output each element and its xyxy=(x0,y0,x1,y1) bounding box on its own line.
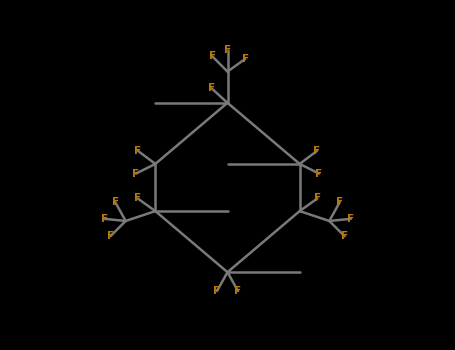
Text: F: F xyxy=(347,214,354,224)
Text: F: F xyxy=(242,54,249,64)
Text: F: F xyxy=(134,194,141,203)
Text: F: F xyxy=(101,214,108,224)
Text: F: F xyxy=(234,286,242,296)
Text: F: F xyxy=(313,146,321,156)
Text: F: F xyxy=(134,146,142,156)
Text: F: F xyxy=(111,197,119,207)
Text: F: F xyxy=(208,83,215,93)
Text: F: F xyxy=(224,45,231,55)
Text: F: F xyxy=(336,197,344,207)
Text: F: F xyxy=(315,169,323,178)
Text: F: F xyxy=(314,194,321,203)
Text: F: F xyxy=(213,286,221,296)
Text: F: F xyxy=(107,231,114,241)
Text: F: F xyxy=(341,231,348,241)
Text: F: F xyxy=(208,51,216,61)
Text: F: F xyxy=(132,169,140,178)
